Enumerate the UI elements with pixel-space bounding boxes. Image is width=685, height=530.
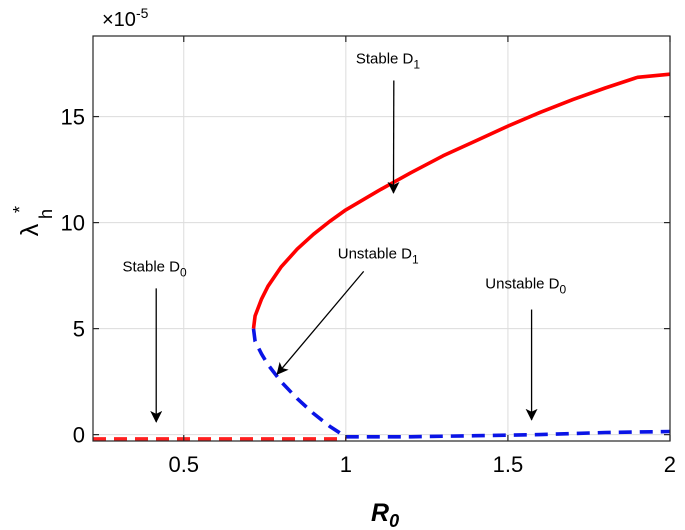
y-scale-exponent-value: -5	[136, 5, 149, 21]
y-axis-label-sup: *	[10, 206, 30, 213]
annotations: Stable D1 Stable D0 Unstable D1 Unstable D0	[122, 51, 567, 423]
y-axis-label-main: λ	[16, 223, 44, 236]
annotation-label-ann-stable-d1: Stable D1	[356, 51, 421, 72]
plot-area-frame	[92, 35, 671, 442]
y-scale-exponent: ×10-5	[102, 5, 149, 31]
series-line-unstable-d1	[251, 328, 347, 439]
x-axis-label-sub: 0	[389, 511, 399, 530]
y-tick-label: 15	[61, 105, 85, 130]
annotation-label-ann-unstable-d1: Unstable D1	[338, 246, 419, 267]
x-tick-label: 0.5	[168, 452, 199, 477]
x-tick-label: 1.5	[493, 452, 524, 477]
y-tick-label: 10	[61, 211, 85, 236]
series-line-stable-d1	[251, 72, 671, 329]
axis-ticks: 0.5 1 1.5 2 0 5 10 15	[61, 36, 676, 477]
series-line-unstable-d0	[345, 429, 671, 439]
x-tick-label: 1	[340, 452, 352, 477]
y-tick-label: 5	[73, 317, 85, 342]
y-axis-label-sub: h	[36, 209, 56, 219]
annotation-arrow-ann-unstable-d1	[276, 270, 365, 375]
y-tick-label: 0	[73, 423, 85, 448]
x-tick-label: 2	[664, 452, 676, 477]
annotation-label-ann-unstable-d0: Unstable D0	[485, 275, 566, 296]
annotation-label-ann-stable-d0: Stable D0	[122, 258, 187, 279]
data-series	[93, 72, 671, 441]
y-axis-label: λ * h	[10, 206, 56, 236]
x-axis-label: R0	[371, 499, 399, 530]
y-scale-prefix: ×10	[102, 9, 136, 31]
x-axis-label-main: R	[371, 499, 389, 527]
